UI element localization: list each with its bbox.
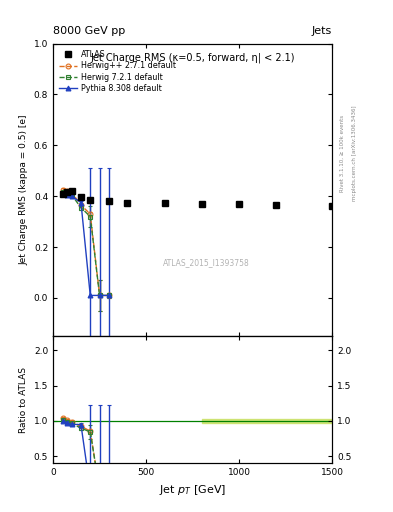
Y-axis label: Jet Charge RMS (kappa = 0.5) [e]: Jet Charge RMS (kappa = 0.5) [e]: [19, 115, 28, 265]
Text: Rivet 3.1.10, ≥ 100k events: Rivet 3.1.10, ≥ 100k events: [340, 115, 345, 192]
Legend: ATLAS, Herwig++ 2.7.1 default, Herwig 7.2.1 default, Pythia 8.308 default: ATLAS, Herwig++ 2.7.1 default, Herwig 7.…: [57, 48, 179, 96]
X-axis label: Jet $p_T$ [GeV]: Jet $p_T$ [GeV]: [159, 483, 226, 497]
Text: Jets: Jets: [312, 26, 332, 36]
Text: Jet Charge RMS (κ=0.5, forward, η| < 2.1): Jet Charge RMS (κ=0.5, forward, η| < 2.1…: [90, 52, 295, 63]
Text: mcplots.cern.ch [arXiv:1306.3436]: mcplots.cern.ch [arXiv:1306.3436]: [352, 106, 357, 201]
Text: 8000 GeV pp: 8000 GeV pp: [53, 26, 125, 36]
Y-axis label: Ratio to ATLAS: Ratio to ATLAS: [19, 367, 28, 433]
Text: ATLAS_2015_I1393758: ATLAS_2015_I1393758: [163, 259, 250, 267]
